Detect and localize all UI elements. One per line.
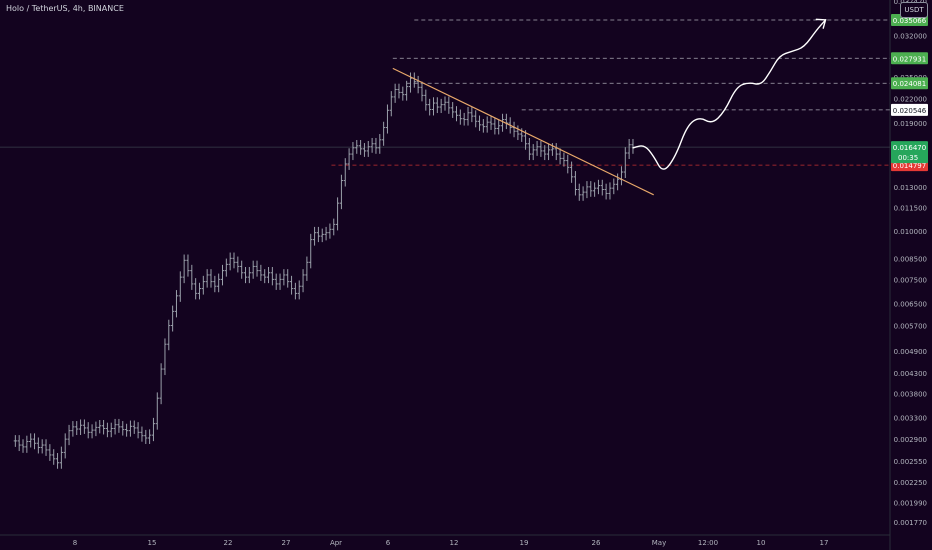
y-tick-label: 0.010000: [894, 228, 927, 236]
level-price-label: 0.024081: [893, 80, 926, 88]
y-tick-label: 0.002250: [894, 479, 927, 487]
level-price-label-bg: [891, 52, 928, 65]
y-tick-label: 0.004900: [894, 348, 927, 356]
x-tick-label: 15: [148, 539, 157, 547]
level-price-label: 0.027931: [893, 55, 926, 63]
x-tick-label: 27: [282, 539, 291, 547]
y-tick-label: 0.008500: [894, 255, 927, 263]
current-price-label: 0.016470: [893, 144, 926, 152]
current-price-label-bg: [891, 141, 928, 164]
level-price-label-bg: [891, 77, 928, 90]
y-tick-label: 0.011500: [894, 204, 927, 212]
level-price-label: 0.035066: [893, 17, 927, 25]
bar-countdown-label: 00:35: [898, 154, 918, 162]
level-price-label-bg: [891, 103, 928, 116]
x-tick-label: 6: [386, 539, 391, 547]
y-tick-label: 0.001770: [894, 519, 927, 527]
y-tick-label: 0.003800: [894, 391, 927, 399]
y-tick-label: 0.002900: [894, 436, 927, 444]
x-tick-label: 12:00: [698, 539, 718, 547]
x-tick-label: 19: [520, 539, 529, 547]
x-tick-label: 8: [73, 539, 77, 547]
y-tick-label: 0.003300: [894, 414, 927, 422]
x-tick-label: 26: [592, 539, 601, 547]
projection-arrowhead: [815, 18, 827, 29]
x-tick-label: Apr: [330, 539, 342, 547]
y-tick-label: 0.019000: [894, 120, 927, 128]
y-tick-label: 0.022000: [894, 95, 927, 103]
x-tick-label: 22: [224, 539, 233, 547]
x-tick-label: 17: [820, 539, 829, 547]
y-tick-label: 0.007500: [894, 276, 927, 284]
chart-title: Holo / TetherUS, 4h, BINANCE: [6, 4, 124, 13]
y-tick-label: 0.005700: [894, 323, 927, 331]
y-tick-label: 0.013000: [894, 184, 927, 192]
y-tick-label: 0.001990: [894, 499, 927, 507]
y-tick-label: 0.032000: [894, 32, 927, 40]
x-tick-label: 12: [450, 539, 459, 547]
x-tick-label: 10: [757, 539, 766, 547]
y-tick-label: 0.006500: [894, 300, 927, 308]
currency-badge[interactable]: USDT: [900, 2, 928, 18]
y-tick-label: 0.002550: [894, 458, 927, 466]
descending-trendline[interactable]: [392, 67, 654, 196]
projection-arrow-path[interactable]: [632, 19, 827, 170]
x-tick-label: May: [652, 539, 666, 547]
level-price-label: 0.020546: [893, 107, 927, 115]
y-tick-label: 0.004300: [894, 370, 927, 378]
level-price-label: 0.014797: [893, 162, 926, 170]
